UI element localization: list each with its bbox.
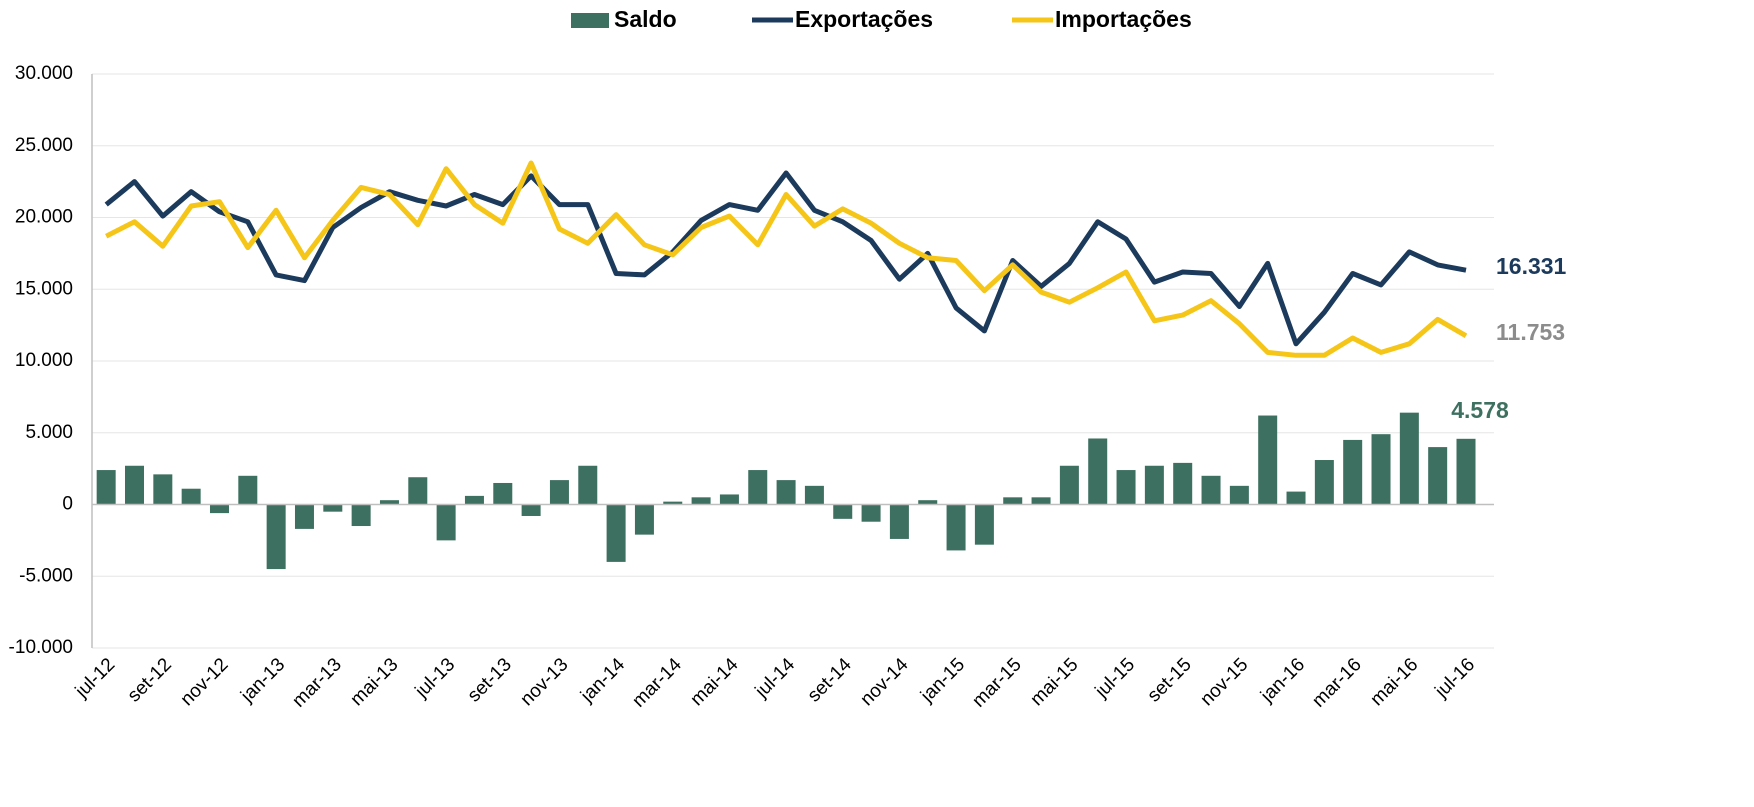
- bar: [1003, 497, 1023, 505]
- bar: [1088, 438, 1108, 505]
- bar: [1314, 460, 1334, 505]
- bar: [889, 504, 909, 539]
- x-tick-label: mar-13: [288, 654, 345, 711]
- x-tick-label: mai-16: [1367, 654, 1423, 710]
- x-tick-label: jan-14: [576, 654, 629, 707]
- y-tick-label: 5.000: [25, 422, 73, 443]
- bar: [1229, 485, 1249, 505]
- x-tick-label: mai-14: [687, 654, 743, 710]
- bar: [1173, 462, 1193, 505]
- legend-swatch: [571, 13, 609, 28]
- bar: [634, 504, 654, 535]
- line: [105, 160, 1468, 358]
- y-tick-label: 25.000: [15, 135, 73, 156]
- bar: [181, 488, 201, 505]
- y-tick-label: -5.000: [19, 565, 73, 586]
- x-tick-label: set-15: [1144, 654, 1196, 706]
- bar: [946, 504, 966, 551]
- bar: [379, 500, 399, 505]
- x-tick-label: jul-16: [1431, 654, 1479, 702]
- value-label: 4.578: [1451, 397, 1509, 423]
- bar: [124, 465, 144, 505]
- x-tick-label: nov-13: [517, 654, 573, 710]
- bar: [861, 504, 881, 522]
- bar: [266, 504, 286, 570]
- x-tick-label: set-12: [124, 654, 176, 706]
- bar: [776, 480, 796, 505]
- bar: [691, 497, 711, 505]
- bar: [1343, 439, 1363, 505]
- x-tick-label: jul-15: [1091, 654, 1139, 702]
- legend-label: Exportações: [795, 6, 933, 32]
- bar: [1258, 415, 1278, 505]
- x-tick-label: jul-14: [751, 654, 800, 703]
- bar: [974, 504, 994, 545]
- x-tick-label: nov-15: [1197, 654, 1253, 710]
- bar: [719, 494, 739, 505]
- legend-label: Saldo: [614, 6, 677, 32]
- bar: [748, 470, 768, 505]
- x-tick-label: nov-12: [177, 654, 233, 710]
- bar: [663, 501, 683, 505]
- bar: [1428, 447, 1448, 505]
- bar: [1059, 465, 1079, 505]
- bar: [351, 504, 371, 527]
- x-tick-label: jan-16: [1256, 654, 1309, 707]
- bar: [578, 465, 598, 505]
- x-tick-label: jul-12: [71, 654, 119, 702]
- bar: [96, 470, 116, 505]
- y-tick-label: -10.000: [9, 637, 73, 658]
- value-label: 16.331: [1496, 253, 1567, 279]
- bar: [918, 500, 938, 505]
- bar: [606, 504, 626, 562]
- x-tick-label: mar-16: [1308, 654, 1365, 711]
- bar: [323, 504, 343, 512]
- bar: [521, 504, 541, 516]
- x-tick-label: nov-14: [857, 654, 913, 710]
- bar: [493, 482, 513, 505]
- bar: [1201, 475, 1221, 505]
- y-tick-label: 20.000: [15, 207, 73, 228]
- value-label: 11.753: [1496, 319, 1565, 345]
- x-tick-label: jan-13: [236, 654, 289, 707]
- bar: [1144, 465, 1164, 505]
- y-tick-label: 0: [62, 494, 73, 515]
- x-tick-label: jul-13: [411, 654, 459, 702]
- bar: [238, 475, 258, 505]
- x-tick-label: mar-14: [628, 654, 686, 712]
- y-tick-label: 15.000: [15, 278, 73, 299]
- bar: [1371, 434, 1391, 505]
- bar: [464, 495, 484, 505]
- bar: [1031, 497, 1051, 505]
- line: [104, 170, 1467, 347]
- bar: [1456, 438, 1476, 505]
- bar: [209, 504, 229, 514]
- y-tick-label: 10.000: [15, 350, 73, 371]
- bar: [833, 504, 853, 519]
- bar: [436, 504, 456, 541]
- x-tick-label: mai-15: [1027, 654, 1083, 710]
- bar: [1116, 470, 1136, 505]
- bar: [294, 504, 314, 529]
- x-tick-label: mai-13: [347, 654, 403, 710]
- bar: [1399, 412, 1419, 505]
- bar: [549, 480, 569, 505]
- bar: [153, 474, 173, 505]
- legend-label: Importações: [1055, 6, 1192, 32]
- y-tick-label: 30.000: [15, 63, 73, 84]
- x-tick-label: jan-15: [916, 654, 969, 707]
- bar: [408, 477, 428, 505]
- bar: [1286, 491, 1306, 505]
- x-tick-label: set-13: [464, 654, 516, 706]
- bar: [804, 485, 824, 505]
- x-tick-label: mar-15: [968, 654, 1025, 711]
- x-tick-label: set-14: [804, 654, 856, 706]
